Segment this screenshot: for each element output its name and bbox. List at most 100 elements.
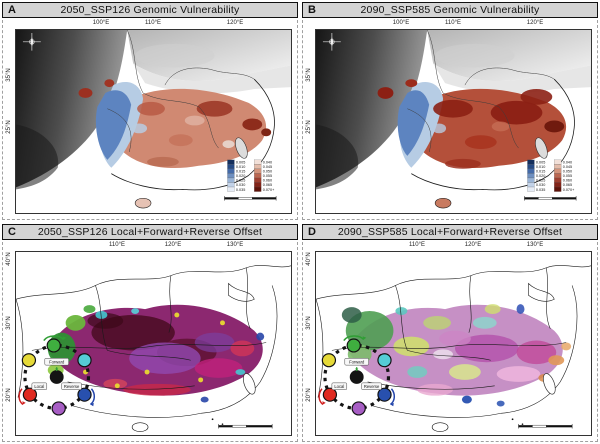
- panel-d-map-area: 110°E 120°E 130°E 40°N 30°N 20°N: [302, 242, 598, 442]
- svg-text:0.035: 0.035: [536, 188, 545, 192]
- panel-title: 2090_SSP585 Local+Forward+Reverse Offset: [337, 226, 563, 238]
- map-vulnerability-2090: 0.005 0.010 0.015 0.020 0.025 0.030 0.03…: [315, 29, 592, 214]
- panel-title: 2050_SSP126 Genomic Vulnerability: [60, 4, 240, 16]
- vulnerability-legend: 0.005 0.010 0.015 0.020 0.025 0.030 0.03…: [227, 159, 274, 192]
- svg-text:0.030: 0.030: [236, 183, 245, 187]
- scale-bar: [518, 423, 573, 429]
- scale-bar: [224, 196, 277, 201]
- panel-letter: A: [8, 4, 16, 16]
- scale-bar: [524, 196, 577, 201]
- svg-text:0.045: 0.045: [563, 165, 572, 169]
- province-boundaries: [107, 30, 255, 153]
- lat-tick: 35°N: [306, 68, 312, 82]
- offset-color-wheel-legend: Forward Local Reverse: [318, 335, 396, 416]
- panel-c: C 2050_SSP126 Local+Forward+Reverse Offs…: [2, 224, 298, 442]
- svg-text:0.035: 0.035: [236, 188, 245, 192]
- lon-tick: 110°E: [445, 20, 461, 26]
- panel-d-header: D 2090_SSP585 Local+Forward+Reverse Offs…: [302, 224, 598, 240]
- forward-label: Forward: [49, 359, 65, 364]
- scale-bar: [218, 423, 273, 429]
- lon-tick: 110°E: [145, 20, 161, 26]
- lat-tick: 20°N: [6, 388, 12, 402]
- taiwan-island: [242, 373, 256, 395]
- svg-text:0.015: 0.015: [536, 170, 545, 174]
- province-boundaries: [316, 265, 591, 418]
- panel-letter: C: [8, 226, 16, 238]
- panel-title: 2090_SSP585 Genomic Vulnerability: [360, 4, 540, 16]
- province-boundaries: [407, 30, 555, 153]
- offset-color-wheel-legend: Forward Local Reverse: [18, 335, 96, 416]
- lon-tick: 120°E: [164, 242, 182, 248]
- compass-rose-icon: [322, 32, 341, 51]
- lon-tick: 110°E: [109, 242, 125, 248]
- local-label: Local: [334, 384, 344, 389]
- lat-tick: 40°N: [6, 252, 12, 266]
- map-offset-2090: Forward Local Reverse: [315, 251, 592, 436]
- svg-text:0.025: 0.025: [536, 179, 545, 183]
- svg-text:0.065: 0.065: [263, 183, 272, 187]
- coastline: [411, 78, 575, 191]
- map-vulnerability-2050: 0.005 0.010 0.015 0.020 0.025 0.030 0.03…: [15, 29, 292, 214]
- panel-d: D 2090_SSP585 Local+Forward+Reverse Offs…: [302, 224, 598, 442]
- svg-text:0.065: 0.065: [563, 183, 572, 187]
- panel-a-header: A 2050_SSP126 Genomic Vulnerability: [2, 2, 298, 18]
- reverse-label: Reverse: [364, 384, 380, 389]
- map-offset-2050: Forward Local Reverse: [15, 251, 292, 436]
- svg-text:0.045: 0.045: [263, 165, 272, 169]
- svg-text:0.060: 0.060: [563, 179, 572, 183]
- panel-a-map-area: 100°E 110°E 120°E 35°N 25°N: [2, 20, 298, 220]
- local-label: Local: [34, 384, 44, 389]
- hainan-island: [434, 197, 452, 209]
- hainan-island: [134, 197, 152, 209]
- forward-label: Forward: [349, 359, 365, 364]
- lon-tick: 120°E: [226, 20, 244, 26]
- terrain-layer: [16, 30, 291, 190]
- panel-a: A 2050_SSP126 Genomic Vulnerability 100°…: [2, 2, 298, 220]
- svg-text:0.005: 0.005: [536, 161, 545, 165]
- coastline: [111, 78, 275, 191]
- lat-tick: 25°N: [6, 120, 12, 134]
- svg-text:0.010: 0.010: [536, 165, 545, 169]
- lat-tick: 20°N: [306, 388, 312, 402]
- svg-text:0.070+: 0.070+: [563, 188, 575, 192]
- svg-text:0.015: 0.015: [236, 170, 245, 174]
- compass-rose-icon: [22, 32, 41, 51]
- lon-tick: 100°E: [392, 20, 410, 26]
- reverse-label: Reverse: [64, 384, 80, 389]
- vulnerability-legend: 0.005 0.010 0.015 0.020 0.025 0.030 0.03…: [527, 159, 575, 192]
- panel-letter: D: [308, 226, 316, 238]
- hainan-island: [131, 418, 224, 432]
- hainan-island: [431, 418, 524, 432]
- svg-text:0.010: 0.010: [236, 165, 245, 169]
- svg-text:0.060: 0.060: [263, 179, 272, 183]
- panel-c-header: C 2050_SSP126 Local+Forward+Reverse Offs…: [2, 224, 298, 240]
- svg-text:0.005: 0.005: [236, 161, 245, 165]
- lat-tick: 30°N: [306, 316, 312, 330]
- taiwan-island: [535, 137, 548, 159]
- svg-text:0.030: 0.030: [536, 183, 545, 187]
- panel-b-map-area: 100°E 110°E 120°E 35°N 25°N: [302, 20, 598, 220]
- lon-tick: 120°E: [464, 242, 482, 248]
- lon-tick: 100°E: [92, 20, 110, 26]
- panel-b-header: B 2090_SSP585 Genomic Vulnerability: [302, 2, 598, 18]
- offset-raster: [47, 304, 265, 403]
- lat-tick: 30°N: [6, 316, 12, 330]
- svg-text:0.055: 0.055: [563, 174, 572, 178]
- svg-text:0.050: 0.050: [263, 170, 272, 174]
- svg-text:0.025: 0.025: [236, 179, 245, 183]
- panel-c-map-area: 110°E 120°E 130°E 40°N 30°N 20°N: [2, 242, 298, 442]
- svg-text:0.055: 0.055: [263, 174, 272, 178]
- taiwan-island: [235, 137, 248, 159]
- lat-tick: 35°N: [6, 68, 12, 82]
- svg-text:0.040: 0.040: [563, 161, 572, 165]
- lat-tick: 40°N: [306, 252, 312, 266]
- terrain-layer: [316, 30, 591, 190]
- lon-tick: 110°E: [409, 242, 425, 248]
- panel-letter: B: [308, 4, 316, 16]
- lon-tick: 120°E: [526, 20, 544, 26]
- svg-text:0.020: 0.020: [536, 174, 545, 178]
- taiwan-island: [542, 373, 556, 395]
- lat-tick: 25°N: [306, 120, 312, 134]
- lon-tick: 130°E: [526, 242, 544, 248]
